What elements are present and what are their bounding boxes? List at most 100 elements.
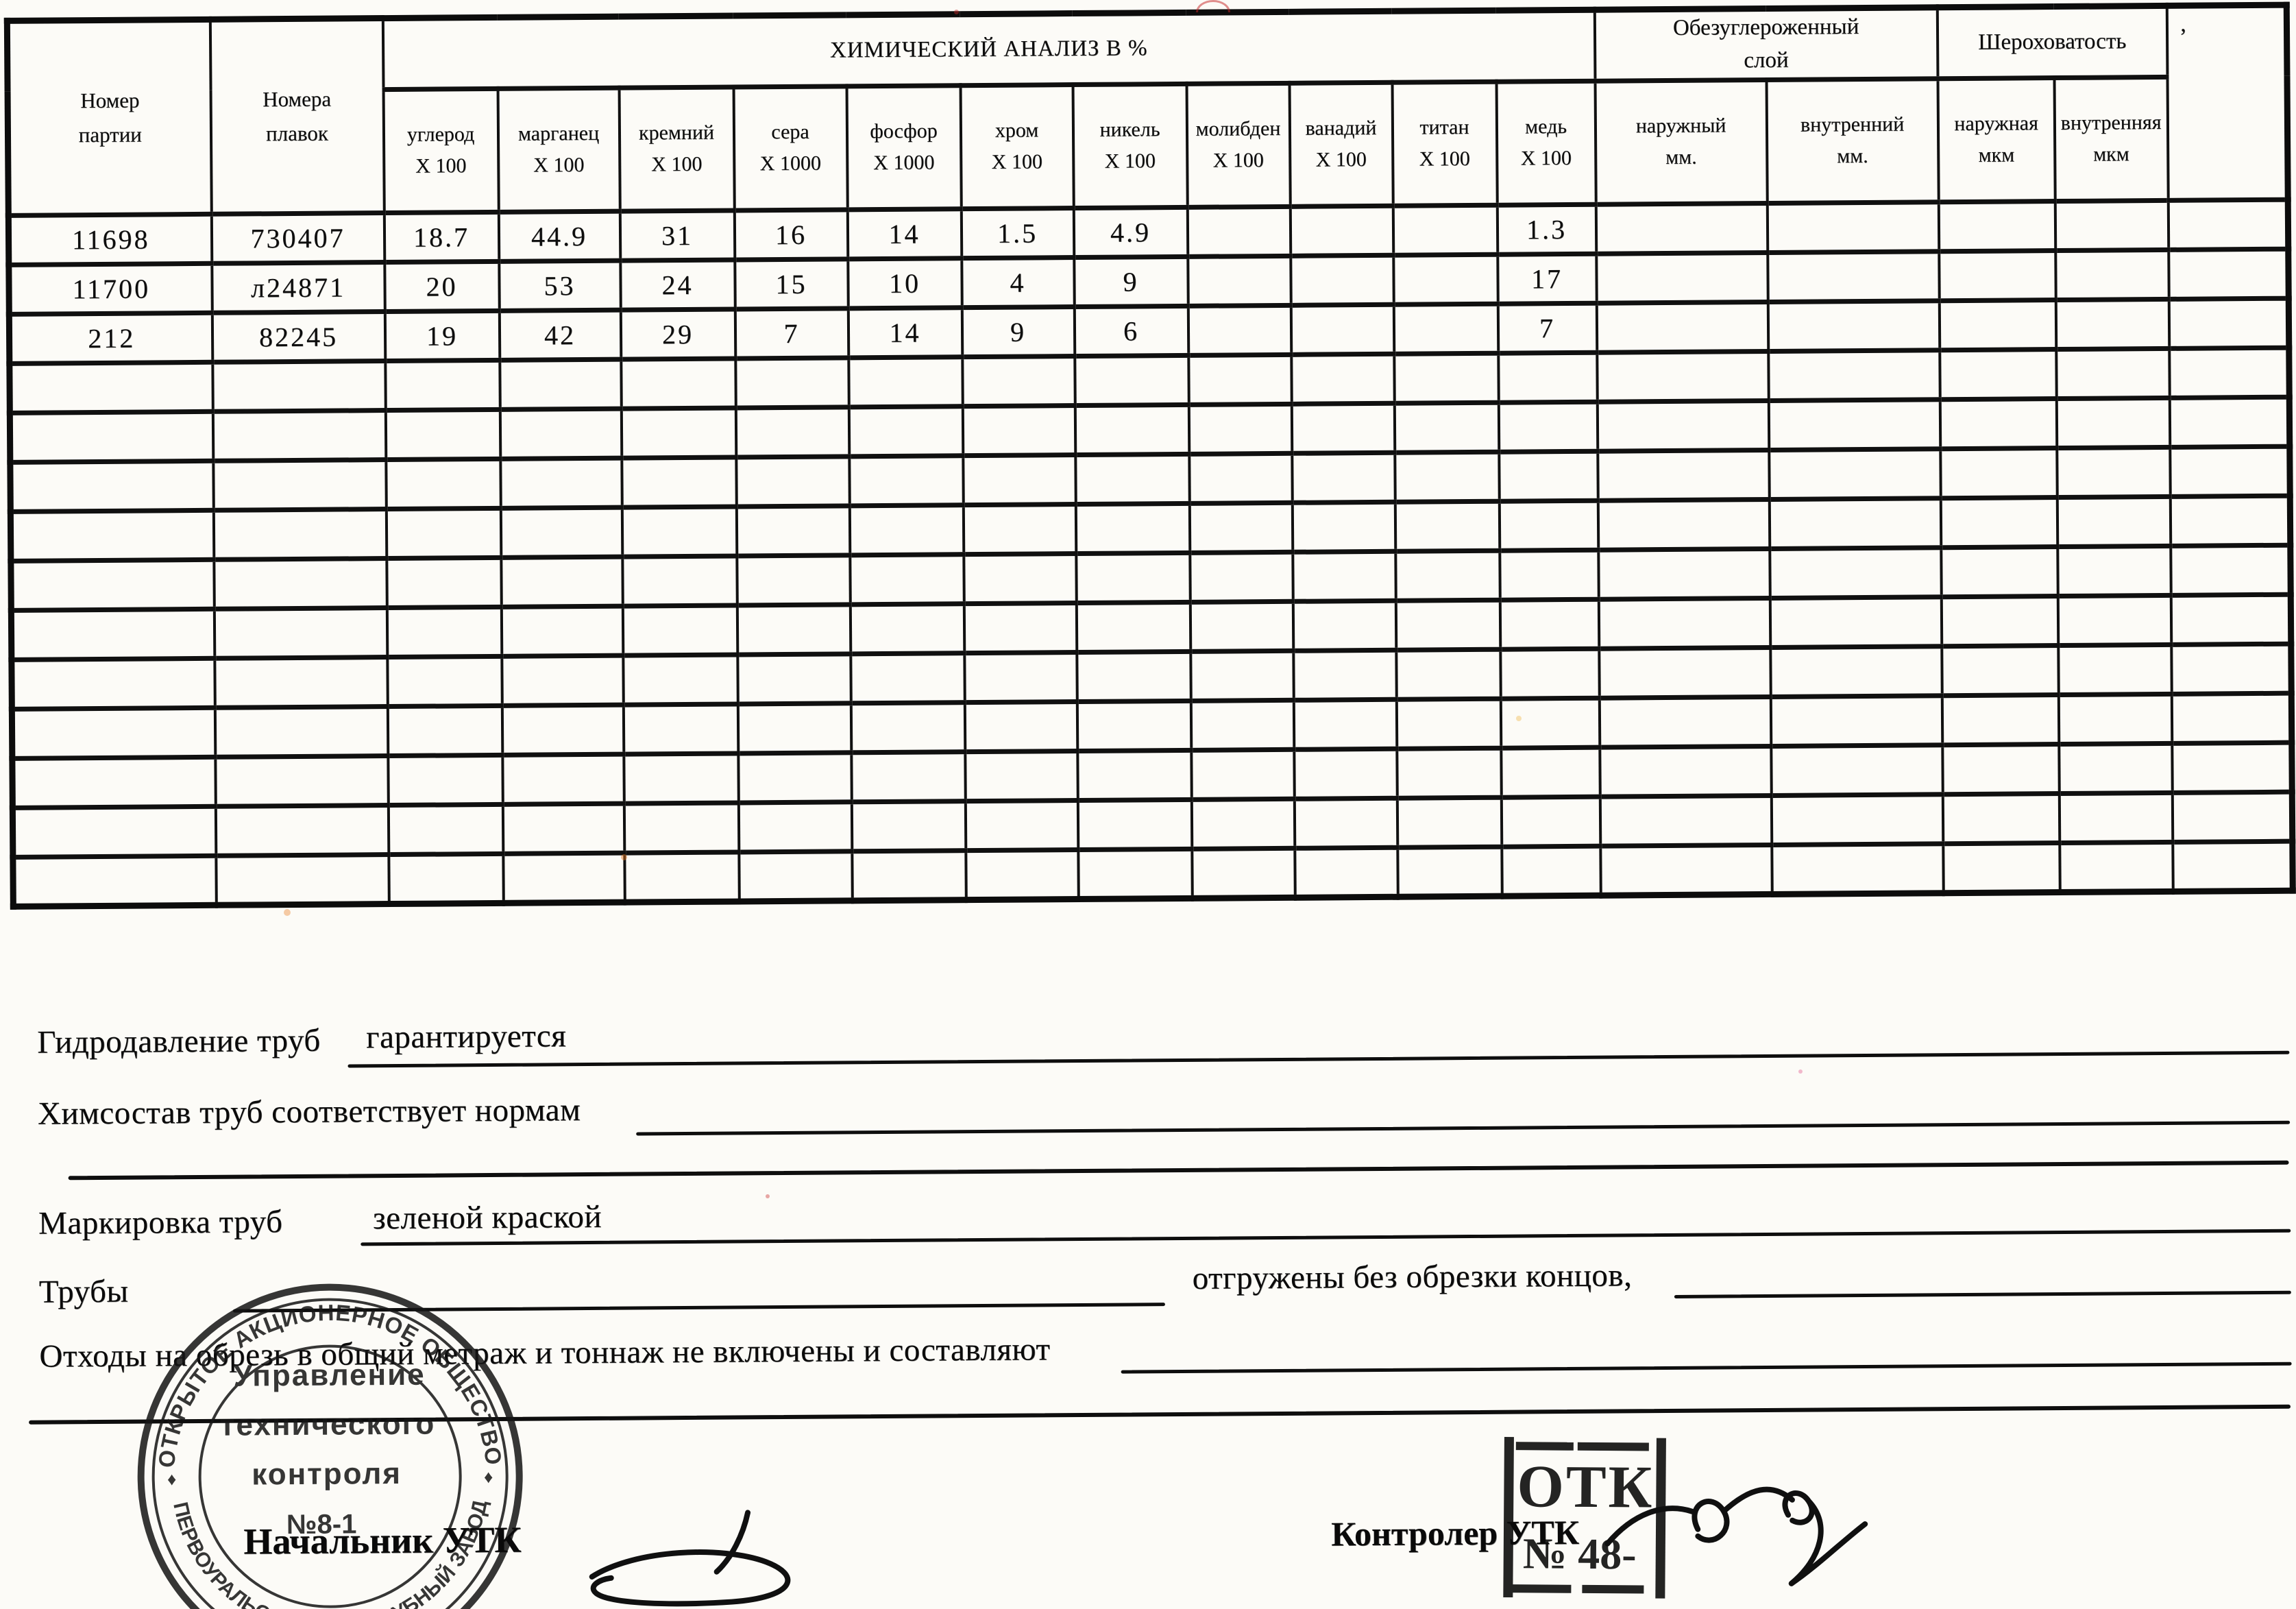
table-cell — [1599, 697, 1771, 747]
table-cell — [1942, 744, 2060, 795]
table-cell — [850, 653, 965, 703]
table-cell — [1771, 794, 1943, 845]
table-cell — [2169, 347, 2290, 398]
stamp-diamond-right: ♦ — [484, 1466, 493, 1487]
table-cell: 42 — [499, 309, 621, 361]
table-cell — [11, 608, 215, 660]
table-cell — [1768, 300, 1940, 352]
table-cell — [500, 457, 622, 509]
table-cell — [1770, 745, 1943, 796]
table-cell — [1942, 694, 2059, 745]
table-cell — [963, 504, 1076, 555]
table-cell — [2172, 791, 2293, 843]
table-cell — [1395, 550, 1500, 601]
table-cell — [12, 855, 217, 907]
sub-header-cell: ванадий X 100 — [1289, 82, 1393, 207]
sub-header-cell: титан X 100 — [1392, 81, 1498, 206]
table-cell — [1771, 843, 1944, 895]
table-cell — [1768, 448, 1941, 500]
table-cell — [2057, 546, 2171, 596]
table-cell — [10, 559, 215, 611]
table-cell: 4 — [961, 257, 1075, 308]
marking-label: Маркировка труб — [38, 1204, 283, 1242]
table-cell — [622, 555, 737, 606]
table-cell — [2171, 692, 2292, 744]
scan-artifact — [766, 1194, 770, 1198]
table-cell — [1596, 252, 1768, 303]
table-cell — [1075, 553, 1190, 603]
table-cell — [735, 357, 849, 408]
table-cell — [622, 506, 737, 557]
table-cell — [387, 755, 503, 806]
table-cell — [2057, 496, 2171, 547]
sub-header-cell: кремний X 100 — [619, 86, 735, 211]
stamp-inner-ring — [198, 1344, 462, 1608]
table-cell — [1500, 747, 1600, 797]
table-cell — [2171, 594, 2291, 645]
chem-analysis-table: Номер партии Номера плавок ХИМИЧЕСКИЙ АН… — [3, 1, 2296, 910]
table-cell — [502, 852, 625, 904]
scan-artifact — [954, 10, 959, 14]
table-cell — [964, 603, 1077, 653]
table-cell — [737, 752, 852, 803]
table-cell — [851, 801, 966, 851]
table-cell: 53 — [498, 260, 621, 311]
table-cell — [1397, 846, 1502, 897]
table-cell — [215, 854, 389, 905]
table-cell — [1293, 699, 1397, 750]
table-cell — [1077, 849, 1193, 899]
table-cell — [1498, 450, 1598, 501]
table-cell — [1940, 497, 2057, 548]
table-cell — [2057, 595, 2171, 646]
sub-header-cell: наружная мкм — [1938, 77, 2055, 202]
table-cell: 1.3 — [1497, 204, 1596, 254]
stamp-outer-ring — [137, 1283, 523, 1609]
table-cell — [1294, 797, 1397, 849]
table-cell — [622, 605, 737, 655]
table-cell — [965, 849, 1079, 900]
table-cell: 19 — [384, 311, 500, 361]
table-cell — [385, 409, 500, 460]
table-cell — [388, 854, 504, 904]
table-cell — [387, 705, 502, 756]
table-cell — [1188, 305, 1291, 356]
table-cell — [1393, 352, 1499, 403]
table-cell — [1396, 698, 1501, 749]
table-cell — [848, 406, 963, 457]
table-cell — [500, 556, 623, 607]
table-cell — [12, 707, 215, 759]
table-cell — [2170, 544, 2291, 596]
table-cell — [1769, 547, 1942, 598]
table-cell — [10, 510, 214, 561]
table-cell — [2055, 200, 2169, 251]
fill-in-rule — [347, 1050, 2290, 1068]
table-cell — [1076, 602, 1190, 653]
sub-header-cell: хром X 100 — [960, 84, 1074, 209]
table-cell — [1393, 254, 1498, 304]
table-cell — [499, 359, 622, 410]
table-cell: 1.5 — [961, 208, 1074, 258]
stamp-diamond-left: ♦ — [167, 1468, 176, 1489]
stamp-border-bottom — [1582, 1584, 1644, 1594]
table-cell — [215, 706, 388, 757]
table-cell — [215, 755, 389, 806]
table-cell — [963, 553, 1077, 604]
table-cell — [1189, 503, 1293, 553]
fill-in-rule — [361, 1229, 2291, 1246]
stamp-border-bottom — [1509, 1584, 1572, 1593]
sub-header-cell: углерод X 100 — [383, 88, 499, 213]
table-cell: 17 — [1497, 253, 1597, 304]
table-cell — [1498, 401, 1598, 452]
table-cell: 18.7 — [384, 212, 499, 263]
chief-signature — [589, 1510, 791, 1607]
table-cell — [502, 704, 624, 755]
sub-header-cell: марганец X 100 — [498, 87, 620, 213]
stamp-center-line2: технического — [220, 1407, 436, 1442]
table-cell — [1770, 695, 1942, 747]
otk-rect-stamp: ОТК № 48- — [1503, 1437, 1666, 1599]
table-cell — [1291, 353, 1395, 404]
unlabeled-last-column-header: ’ — [2166, 5, 2288, 201]
table-cell — [1941, 596, 2058, 646]
table-cell — [964, 751, 1078, 801]
table-cell — [1600, 845, 1772, 895]
